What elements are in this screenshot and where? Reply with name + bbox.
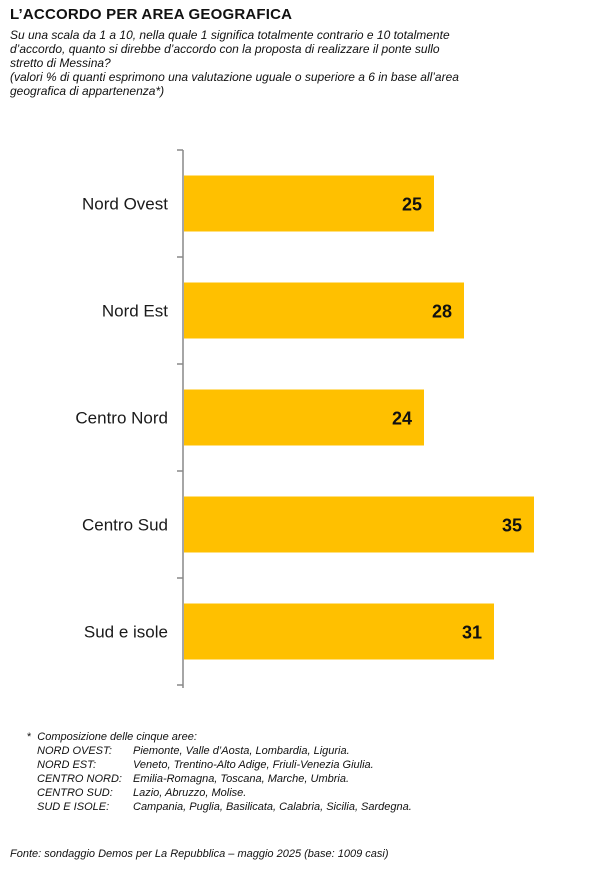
source-note: Fonte: sondaggio Demos per La Repubblica…	[10, 848, 389, 860]
footnote-area-key: NORD EST:	[37, 759, 97, 771]
data-label: 28	[432, 302, 452, 322]
data-label: 24	[392, 409, 412, 429]
footnote-area-key: CENTRO NORD:	[37, 773, 122, 785]
footnote: * Composizione delle cinque aree: NORD OV…	[27, 730, 412, 814]
category-label: Centro Nord	[75, 409, 168, 428]
footnote-area-key: SUD E ISOLE:	[37, 801, 110, 813]
bar	[184, 282, 464, 339]
question-line: Su una scala da 1 a 10, nella quale 1 si…	[10, 28, 450, 42]
bar	[184, 603, 494, 660]
footnote-row: NORD EST: Veneto, Trentino-Alto Adige, F…	[37, 758, 412, 772]
bar	[184, 496, 534, 553]
question-text: Su una scala da 1 a 10, nella quale 1 si…	[10, 28, 550, 98]
footnote-area-regions: Piemonte, Valle d’Aosta, Lombardia, Ligu…	[133, 745, 350, 757]
footnote-area-regions: Emilia-Romagna, Toscana, Marche, Umbria.	[133, 773, 350, 785]
footnote-area-regions: Campania, Puglia, Basilicata, Calabria, …	[133, 801, 412, 813]
bar	[184, 389, 424, 446]
question-line: (valori % di quanti esprimono una valuta…	[10, 70, 459, 84]
category-label: Sud e isole	[84, 623, 168, 642]
data-label: 25	[402, 195, 422, 215]
footnote-area-regions: Veneto, Trentino-Alto Adige, Friuli-Vene…	[133, 759, 374, 771]
data-label: 31	[462, 623, 482, 643]
footnote-marker: *	[27, 731, 32, 743]
footnote-area-regions: Lazio, Abruzzo, Molise.	[133, 787, 247, 799]
category-label: Nord Est	[102, 302, 168, 321]
data-label: 35	[502, 516, 522, 536]
footnote-intro: * Composizione delle cinque aree:	[27, 730, 412, 744]
footnote-area-key: NORD OVEST:	[37, 745, 112, 757]
footnote-row: CENTRO NORD: Emilia-Romagna, Toscana, Ma…	[37, 772, 412, 786]
footnote-row: SUD E ISOLE: Campania, Puglia, Basilicat…	[37, 800, 412, 814]
chart-title: L’ACCORDO PER AREA GEOGRAFICA	[10, 6, 293, 23]
footnote-row: NORD OVEST: Piemonte, Valle d’Aosta, Lom…	[37, 744, 412, 758]
question-line: d’accordo, quanto si direbbe d’accordo c…	[10, 42, 440, 56]
category-label: Nord Ovest	[82, 195, 168, 214]
footnote-area-key: CENTRO SUD:	[37, 787, 113, 799]
category-label: Centro Sud	[82, 516, 168, 535]
footnote-intro-text: Composizione delle cinque aree:	[37, 731, 197, 743]
footnote-row: CENTRO SUD: Lazio, Abruzzo, Molise.	[37, 786, 412, 800]
bar	[184, 175, 434, 232]
bar-chart: Nord Ovest 25 Nord Est 28 Centro Nord 24 Centr…	[75, 149, 534, 688]
question-line: stretto di Messina?	[10, 56, 111, 70]
question-line: geografica di appartenenza*)	[10, 84, 165, 98]
